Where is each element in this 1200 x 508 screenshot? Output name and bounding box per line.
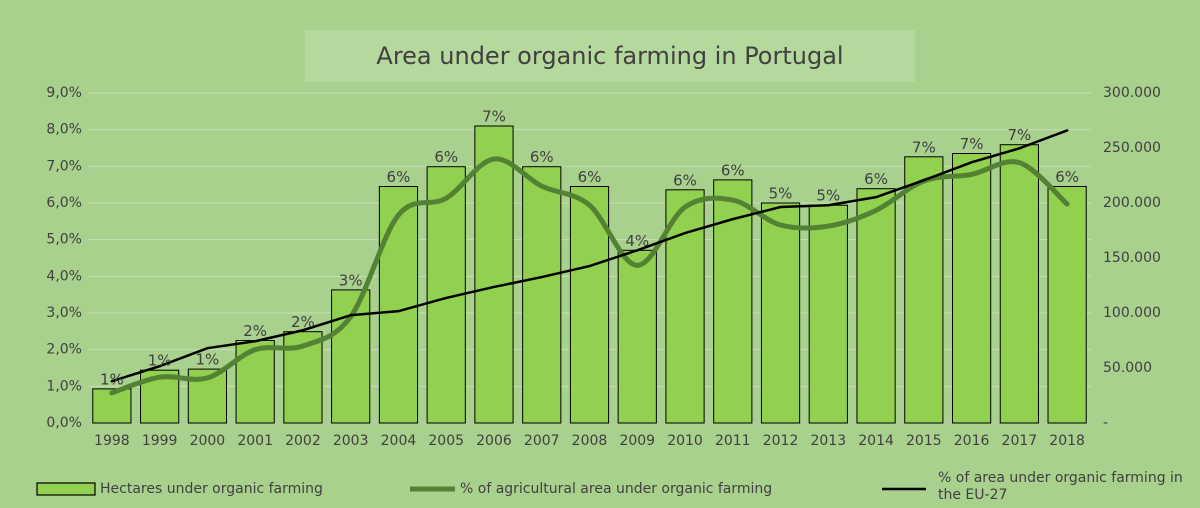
x-tick-label: 2006 <box>476 433 512 449</box>
y-tick-label: 2,0% <box>46 342 82 358</box>
y2-tick-label: 300.000 <box>1103 85 1161 101</box>
y2-tick-label: - <box>1103 415 1108 431</box>
bar <box>474 125 514 424</box>
x-tick-label: 2002 <box>285 433 321 449</box>
y-tick-label: 7,0% <box>46 158 82 174</box>
data-label: 7% <box>1007 126 1031 144</box>
data-label: 2% <box>291 313 315 331</box>
data-label: 6% <box>864 170 888 188</box>
data-label: 7% <box>960 135 984 153</box>
y2-tick-label: 100.000 <box>1103 305 1161 321</box>
x-tick-label: 2001 <box>237 433 273 449</box>
bar <box>522 166 562 424</box>
y-tick-label: 1,0% <box>46 378 82 394</box>
y-tick-label: 6,0% <box>46 195 82 211</box>
y-tick-label: 5,0% <box>46 232 82 248</box>
data-label: 4% <box>625 232 649 250</box>
line <box>109 156 1070 396</box>
y-tick-label: 9,0% <box>46 85 82 101</box>
data-label: 2% <box>243 322 267 340</box>
x-tick-label: 2014 <box>858 433 894 449</box>
x-tick-label: 2008 <box>572 433 608 449</box>
legend-swatch <box>36 482 96 496</box>
x-tick-label: 2009 <box>619 433 655 449</box>
chart-title: Area under organic farming in Portugal <box>376 42 843 70</box>
y-tick-label: 3,0% <box>46 305 82 321</box>
y2-tick-label: 200.000 <box>1103 195 1161 211</box>
x-tick-label: 2013 <box>810 433 846 449</box>
bar <box>999 144 1039 424</box>
x-tick-label: 2018 <box>1049 433 1085 449</box>
bar <box>378 186 419 424</box>
data-label: 5% <box>769 185 793 203</box>
bar <box>808 204 848 424</box>
x-tick-label: 2000 <box>190 433 226 449</box>
x-tick-label: 2011 <box>715 433 751 449</box>
x-tick-label: 1998 <box>94 433 130 449</box>
line <box>110 129 1069 383</box>
data-label: 1% <box>148 352 172 370</box>
data-label: 6% <box>721 161 745 179</box>
y2-tick-label: 150.000 <box>1103 250 1161 266</box>
data-label: 6% <box>578 168 602 186</box>
data-label: 6% <box>530 148 554 166</box>
bar <box>760 202 801 424</box>
y-tick-label: 8,0% <box>46 122 82 138</box>
y2-tick-label: 250.000 <box>1103 140 1161 156</box>
data-label: 6% <box>434 148 458 166</box>
x-tick-label: 2010 <box>667 433 703 449</box>
data-label: 1% <box>196 351 220 369</box>
data-label: 3% <box>339 271 363 289</box>
x-tick-label: 2015 <box>906 433 942 449</box>
legend-label: Hectares under organic farming <box>100 481 323 497</box>
x-tick-label: 2016 <box>954 433 990 449</box>
data-label: 5% <box>816 187 840 205</box>
legend-label: % of agricultural area under organic far… <box>460 481 773 497</box>
data-label: 7% <box>482 108 506 126</box>
bar <box>331 289 371 424</box>
y-tick-label: 4,0% <box>46 268 82 284</box>
bar <box>92 388 132 424</box>
data-label: 7% <box>912 138 936 156</box>
y-tick-label: 0,0% <box>46 415 82 431</box>
bar <box>951 153 992 424</box>
bar <box>617 249 657 424</box>
x-tick-label: 2012 <box>763 433 799 449</box>
x-tick-label: 2005 <box>428 433 464 449</box>
bar <box>1047 186 1087 424</box>
x-tick-label: 1999 <box>142 433 178 449</box>
x-tick-label: 2017 <box>1002 433 1038 449</box>
y2-tick-label: 50.000 <box>1103 360 1152 376</box>
bar <box>904 156 944 424</box>
data-label: 6% <box>673 171 697 189</box>
title-box <box>305 30 915 82</box>
data-label: 6% <box>1055 168 1079 186</box>
bar <box>235 340 275 424</box>
bar <box>856 188 896 424</box>
legend-label: % of area under organic farming in the E… <box>938 470 1183 503</box>
x-tick-label: 2004 <box>381 433 417 449</box>
x-tick-label: 2007 <box>524 433 560 449</box>
x-tick-label: 2003 <box>333 433 369 449</box>
data-label: 1% <box>100 370 124 388</box>
data-label: 6% <box>387 168 411 186</box>
